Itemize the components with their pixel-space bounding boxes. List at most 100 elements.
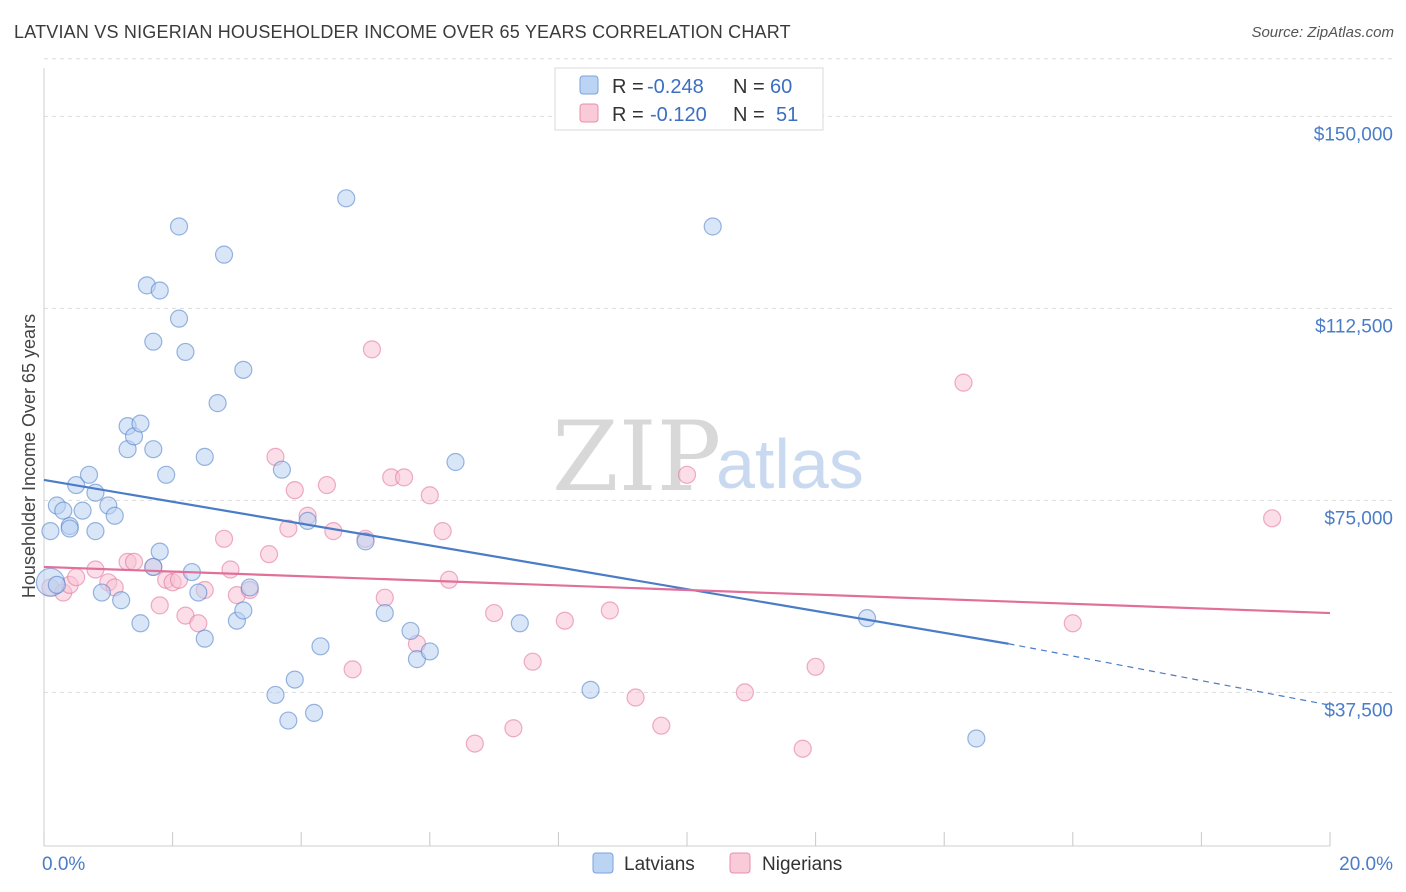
latvians-point bbox=[144, 440, 163, 459]
latvians-point bbox=[131, 414, 150, 433]
nigerians-point bbox=[1263, 509, 1282, 528]
latvians-point bbox=[60, 519, 79, 538]
latvians-point bbox=[304, 703, 324, 722]
legend-r-value-nigerians: -0.120 bbox=[650, 104, 707, 126]
latvians-point bbox=[73, 501, 92, 520]
latvians-point bbox=[41, 522, 60, 541]
latvians-point bbox=[703, 217, 722, 236]
latvians-point bbox=[176, 342, 195, 362]
nigerians-point bbox=[150, 596, 169, 615]
nigerians-point bbox=[362, 340, 382, 359]
nigerians-point bbox=[214, 529, 234, 548]
latvians-point bbox=[54, 501, 73, 520]
legend-swatch-nigerians bbox=[579, 103, 599, 123]
latvians-point bbox=[337, 189, 356, 208]
latvians-point bbox=[279, 711, 298, 730]
series-legend: Latvians Nigerians bbox=[592, 852, 842, 875]
latvians-point bbox=[150, 281, 169, 300]
latvians-point bbox=[285, 670, 304, 689]
latvians-point bbox=[208, 394, 227, 413]
latvians-point bbox=[105, 506, 124, 525]
latvians-point bbox=[356, 532, 375, 551]
nigerians-point bbox=[735, 683, 754, 702]
nigerians-point bbox=[317, 475, 337, 495]
nigerians-point bbox=[465, 734, 484, 753]
nigerians-point bbox=[433, 522, 452, 541]
y-tick-label: $75,000 bbox=[1324, 508, 1393, 529]
latvians-point bbox=[112, 591, 131, 610]
x-tick-marks bbox=[43, 832, 1331, 846]
nigerians-point bbox=[504, 719, 523, 738]
bottom-legend-nigerians: Nigerians bbox=[762, 854, 842, 875]
legend-n-label-latvians: N = bbox=[733, 76, 765, 98]
latvians-point bbox=[79, 465, 99, 484]
nigerians-point bbox=[420, 486, 439, 505]
chart-title: LATVIAN VS NIGERIAN HOUSEHOLDER INCOME O… bbox=[14, 22, 791, 42]
latvians-point bbox=[240, 578, 259, 597]
latvians-point bbox=[266, 685, 285, 705]
latvians-point bbox=[195, 629, 214, 648]
watermark-atlas: atlas bbox=[716, 425, 864, 503]
latvians-point bbox=[446, 452, 465, 472]
nigerians-point bbox=[677, 465, 697, 484]
latvians-point bbox=[169, 217, 189, 236]
legend-n-label-nigerians: N = bbox=[733, 104, 765, 126]
y-tick-label: $37,500 bbox=[1324, 700, 1393, 721]
y-axis-label: Householder Income Over 65 years bbox=[19, 314, 39, 598]
latvians-point bbox=[401, 621, 420, 641]
legend-r-label-latvians: R = bbox=[612, 76, 644, 98]
nigerians-point bbox=[343, 660, 362, 679]
nigerians-point bbox=[1063, 614, 1082, 633]
nigerians-point bbox=[259, 545, 279, 564]
nigerians-point bbox=[555, 611, 574, 630]
nigerians-point bbox=[375, 588, 394, 607]
latvians-point bbox=[195, 447, 214, 466]
latvians-point bbox=[150, 542, 169, 561]
legend-swatch-latvians bbox=[579, 75, 599, 95]
y-tick-label: $112,500 bbox=[1315, 316, 1393, 337]
watermark-zip: ZIP bbox=[552, 401, 721, 513]
bottom-legend-swatch-latvians bbox=[592, 852, 614, 874]
nigerians-point bbox=[285, 481, 304, 500]
nigerians-point bbox=[124, 552, 144, 571]
nigerians-point bbox=[221, 560, 240, 579]
latvians-point bbox=[47, 575, 66, 594]
y-tick-label: $150,000 bbox=[1314, 124, 1393, 145]
nigerians-point bbox=[279, 519, 298, 538]
nigerians-point bbox=[523, 652, 542, 671]
y-tick-labels: $37,500 $75,000 $112,500 $150,000 bbox=[1314, 124, 1393, 721]
source-label: Source: ZipAtlas.com bbox=[1251, 24, 1394, 41]
latvians-point bbox=[189, 583, 208, 602]
latvians-point bbox=[144, 332, 163, 351]
latvians-point bbox=[581, 680, 600, 699]
latvians-point bbox=[157, 465, 176, 484]
nigerians-point bbox=[954, 373, 973, 392]
bottom-legend-swatch-nigerians bbox=[729, 852, 751, 874]
trend-lines bbox=[43, 478, 1331, 706]
latvians-point bbox=[510, 614, 529, 633]
legend-n-value-latvians: 60 bbox=[770, 76, 792, 98]
x-tick-label-max: 20.0% bbox=[1339, 854, 1393, 875]
nigerians-point bbox=[189, 614, 208, 633]
latvians-point bbox=[420, 642, 439, 661]
legend-n-value-nigerians: 51 bbox=[776, 104, 798, 126]
x-tick-label-min: 0.0% bbox=[42, 854, 85, 875]
legend-r-label-nigerians: R = bbox=[612, 104, 644, 126]
legend-r-value-latvians: -0.248 bbox=[647, 76, 704, 98]
latvians-point bbox=[375, 603, 394, 623]
latvians-point bbox=[298, 511, 317, 530]
latvians-point bbox=[272, 460, 292, 479]
nigerians-point bbox=[793, 739, 812, 758]
latvians-points bbox=[35, 189, 986, 748]
correlation-legend: R = -0.248 N = 60 R = -0.120 N = 51 bbox=[554, 67, 824, 131]
nigerians-point bbox=[806, 657, 825, 676]
nigerians-point bbox=[394, 468, 414, 487]
latvians-trend-line bbox=[43, 478, 1009, 645]
latvians-point bbox=[234, 360, 253, 379]
nigerians-point bbox=[600, 601, 619, 620]
latvians-point bbox=[169, 309, 189, 328]
nigerians-point bbox=[652, 716, 671, 735]
nigerians-point bbox=[439, 570, 459, 589]
latvians-point bbox=[131, 614, 150, 633]
